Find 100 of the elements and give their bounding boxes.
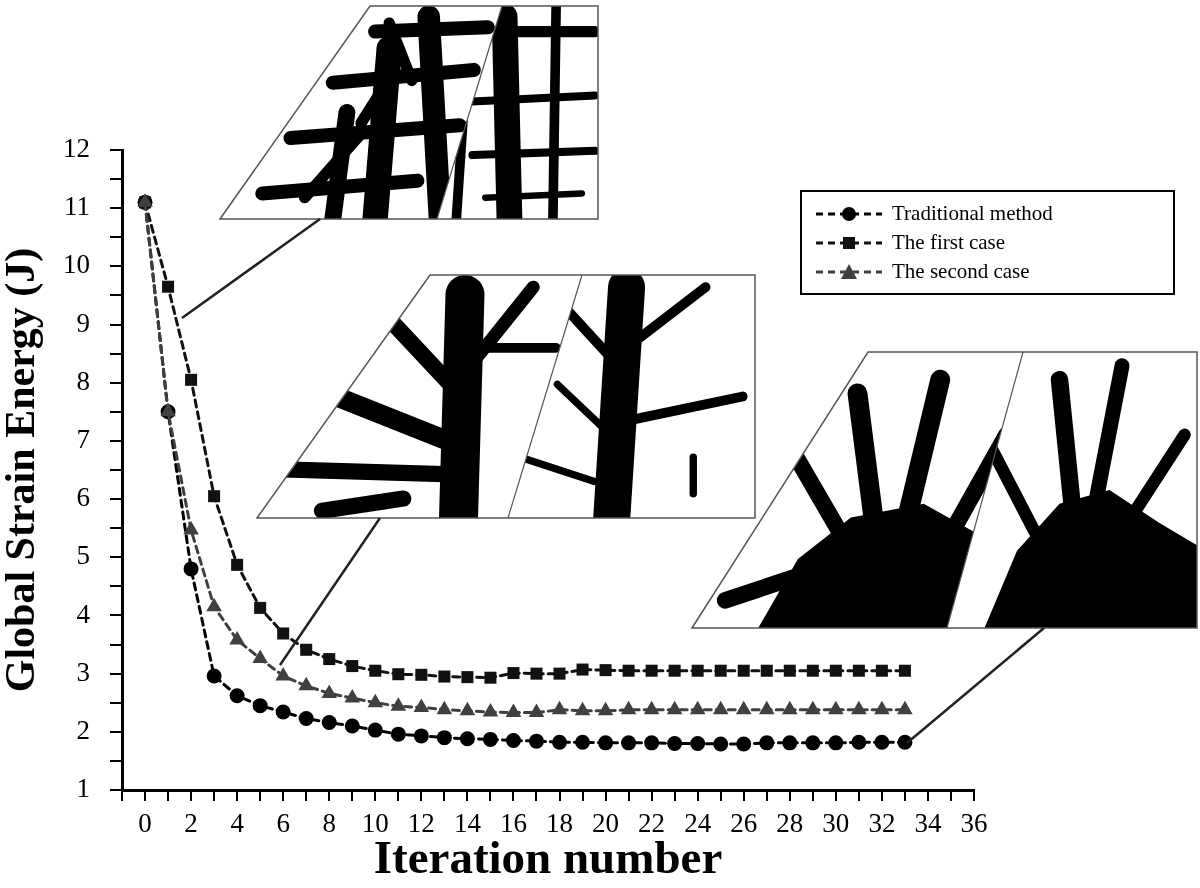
- point: [252, 698, 268, 714]
- point: [552, 734, 568, 750]
- point: [208, 490, 221, 503]
- point: [413, 698, 430, 712]
- point: [597, 701, 614, 716]
- point: [323, 653, 336, 666]
- point: [459, 731, 475, 747]
- point: [783, 664, 796, 677]
- point: [300, 643, 313, 656]
- point: [505, 733, 521, 749]
- point: [620, 700, 637, 715]
- point: [275, 704, 291, 720]
- point: [390, 726, 406, 742]
- legend-label: The first case: [892, 230, 1006, 255]
- point: [390, 697, 407, 711]
- point: [551, 700, 568, 715]
- point: [367, 722, 383, 738]
- point: [321, 715, 337, 731]
- point: [713, 736, 729, 752]
- point: [507, 667, 520, 680]
- point: [229, 688, 245, 704]
- point: [162, 280, 175, 293]
- point: [530, 667, 543, 680]
- x-tick-label: 32: [868, 808, 896, 839]
- point: [829, 664, 842, 677]
- x-tick-label: 16: [499, 808, 527, 839]
- y-tick-label: 4: [76, 598, 91, 629]
- point: [254, 601, 267, 614]
- point: [206, 668, 222, 684]
- point: [851, 700, 867, 715]
- point: [782, 735, 798, 751]
- x-tick-label: 2: [184, 808, 198, 839]
- point: [528, 733, 544, 749]
- y-tick-label: 3: [76, 656, 90, 687]
- point: [528, 703, 545, 718]
- x-tick-label: 14: [453, 808, 482, 839]
- point: [760, 664, 773, 677]
- point: [482, 731, 498, 747]
- x-tick-label: 0: [138, 808, 152, 839]
- point: [413, 728, 429, 744]
- x-tick-label: 36: [960, 808, 988, 839]
- point: [206, 597, 222, 612]
- point: [277, 627, 290, 640]
- point: [690, 735, 706, 751]
- legend-label: Traditional method: [892, 201, 1053, 226]
- point: [622, 664, 635, 677]
- point: [298, 676, 315, 691]
- y-tick-label: 12: [63, 133, 90, 164]
- y-tick-label: 5: [76, 540, 90, 571]
- point: [275, 666, 291, 681]
- x-tick-label: 22: [638, 808, 666, 839]
- point: [852, 664, 865, 677]
- point: [645, 664, 658, 677]
- point: [461, 671, 474, 684]
- point: [367, 693, 384, 708]
- point: [436, 700, 453, 715]
- x-tick-label: 8: [322, 808, 336, 839]
- point: [736, 736, 752, 752]
- y-tick-label: 9: [76, 307, 90, 338]
- point: [806, 664, 819, 677]
- point: [229, 630, 245, 645]
- point: [805, 700, 821, 715]
- point: [484, 671, 497, 684]
- point: [828, 700, 844, 715]
- point: [231, 558, 244, 571]
- point: [851, 734, 867, 750]
- point: [898, 664, 911, 677]
- point: [252, 649, 268, 664]
- point: [482, 703, 499, 717]
- point: [712, 700, 729, 715]
- x-tick-label: 28: [776, 808, 804, 839]
- point: [574, 701, 591, 716]
- point: [805, 735, 821, 751]
- y-tick-label: 7: [76, 424, 90, 454]
- point: [392, 668, 405, 681]
- point: [874, 734, 890, 750]
- point: [897, 700, 913, 715]
- y-axis-title: Global Strain Energy (J): [0, 247, 44, 693]
- point: [459, 701, 476, 716]
- y-tick-label: 1: [76, 773, 90, 804]
- point: [505, 703, 522, 718]
- point: [666, 700, 683, 715]
- point: [415, 668, 428, 681]
- point: [438, 670, 451, 683]
- point: [575, 734, 591, 750]
- point: [759, 735, 775, 751]
- point: [691, 664, 704, 677]
- point: [689, 700, 706, 715]
- y-tick-label: 2: [76, 714, 90, 745]
- point: [553, 667, 566, 680]
- x-tick-label: 12: [407, 808, 435, 839]
- x-tick-label: 18: [546, 808, 574, 839]
- point: [668, 664, 681, 677]
- point: [183, 561, 199, 577]
- point: [369, 664, 382, 677]
- point: [737, 664, 750, 677]
- y-tick-label: 8: [76, 365, 90, 396]
- point: [875, 664, 888, 677]
- x-tick-label: 26: [730, 808, 758, 839]
- point: [344, 689, 361, 703]
